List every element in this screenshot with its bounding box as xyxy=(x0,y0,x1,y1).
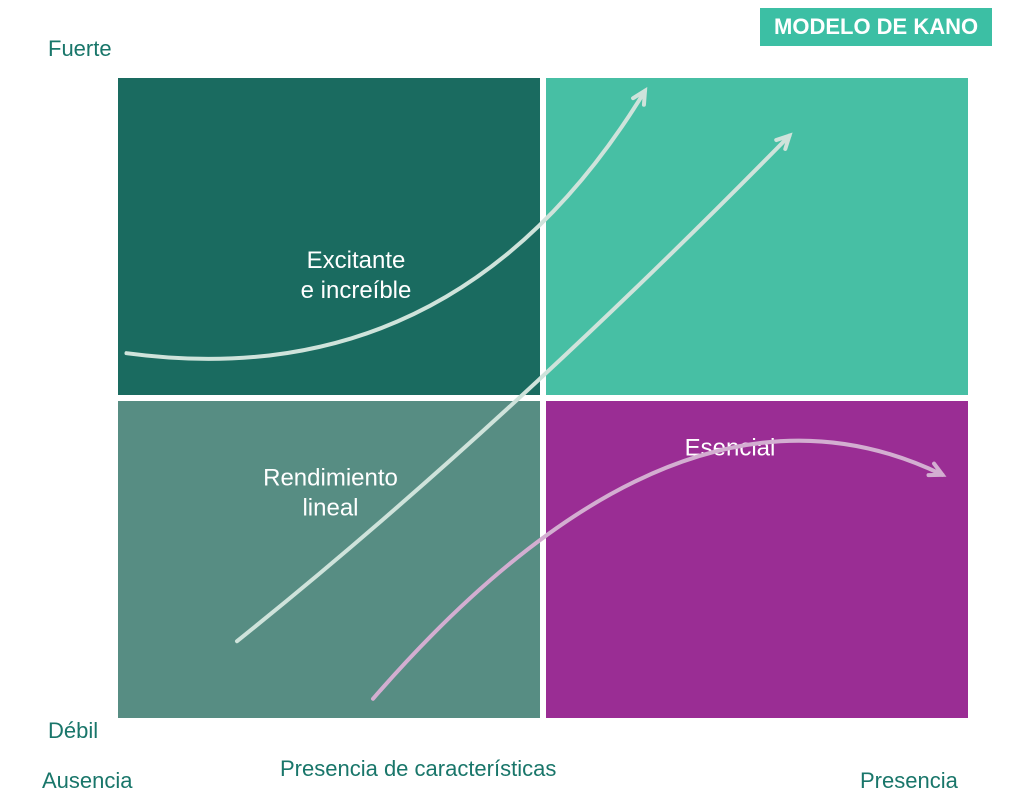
kano-diagram: Excitantee increíbleRendimientolinealEse… xyxy=(0,0,1024,808)
quadrant-bottom-left xyxy=(118,401,540,718)
quadrant-top-left-label: e increíble xyxy=(301,277,412,304)
quadrant-bottom-left-label: Rendimiento xyxy=(263,464,398,491)
quadrant-top-right xyxy=(546,78,968,395)
quadrant-bottom-left-label: lineal xyxy=(302,494,358,521)
quadrant-top-left xyxy=(118,78,540,395)
quadrant-top-left-label: Excitante xyxy=(307,247,406,274)
